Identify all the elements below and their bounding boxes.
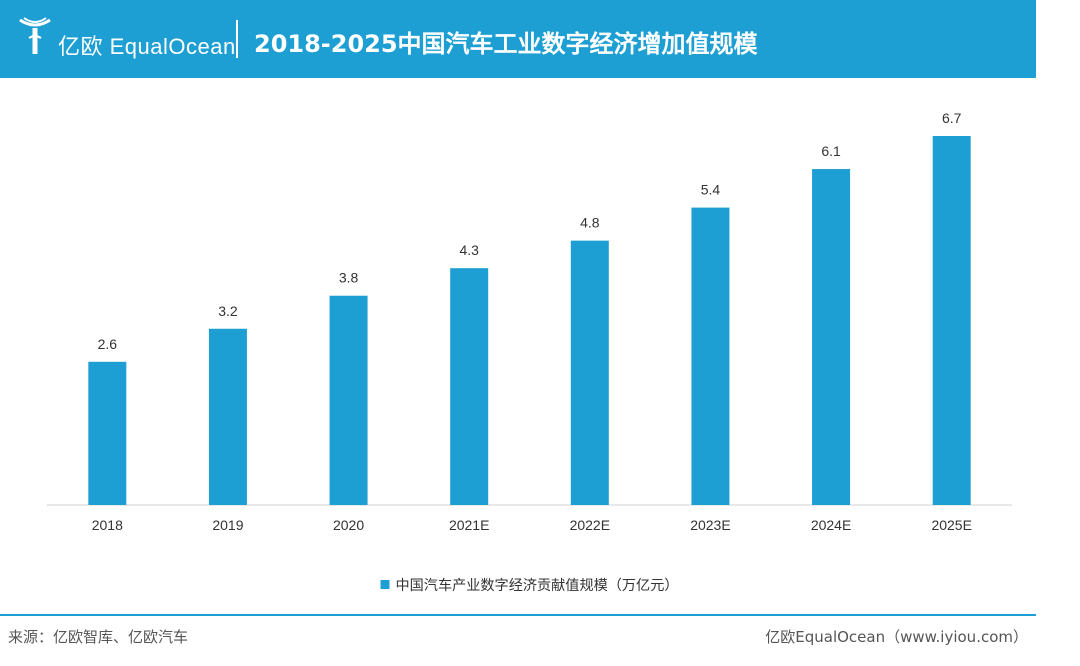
- data-label: 6.7: [942, 110, 962, 126]
- x-tick-label: 2019: [212, 517, 243, 533]
- data-label: 4.3: [459, 242, 479, 258]
- source-note: 来源：亿欧智库、亿欧汽车: [8, 628, 189, 646]
- bar: [329, 295, 368, 505]
- x-tick-label: 2021E: [449, 517, 489, 533]
- footer-rule: [0, 614, 1036, 616]
- bar: [570, 240, 609, 505]
- bar: [208, 328, 247, 505]
- credit-note: 亿欧EqualOcean（www.iyiou.com）: [765, 628, 1028, 646]
- legend-label: 中国汽车产业数字经济贡献值规模（万亿元）: [396, 577, 679, 594]
- legend-swatch: [380, 580, 390, 589]
- bar: [691, 207, 730, 505]
- x-tick-label: 2018: [92, 517, 123, 533]
- data-label: 3.2: [218, 303, 238, 319]
- x-tick-label: 2025E: [931, 517, 971, 533]
- data-label: 5.4: [701, 182, 721, 198]
- x-tick-label: 2023E: [690, 517, 730, 533]
- header-divider: [236, 20, 238, 58]
- data-label: 4.8: [580, 215, 600, 231]
- logo-text: 亿欧 EqualOcean: [58, 34, 236, 59]
- bar: [450, 268, 489, 505]
- chart-title: 2018-2025中国汽车工业数字经济增加值规模: [254, 30, 758, 58]
- data-label: 2.6: [98, 336, 118, 352]
- bar: [88, 361, 127, 505]
- equalocean-logo-icon: [19, 17, 51, 54]
- header-banner: 亿欧 EqualOcean 2018-2025中国汽车工业数字经济增加值规模: [0, 0, 1036, 78]
- bar: [932, 136, 971, 505]
- bar-chart: 2.6 2018 3.2 2019 3.8 2020 4.3 2021E 4.8 2022E 5.4…: [47, 110, 1012, 594]
- data-label: 3.8: [339, 270, 359, 286]
- x-tick-label: 2020: [333, 517, 364, 533]
- data-label: 6.1: [821, 143, 841, 159]
- x-tick-label: 2024E: [811, 517, 851, 533]
- bar: [812, 169, 851, 505]
- x-tick-label: 2022E: [570, 517, 610, 533]
